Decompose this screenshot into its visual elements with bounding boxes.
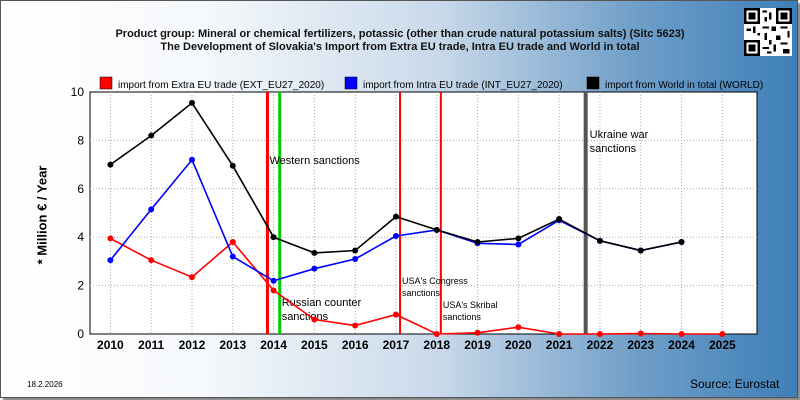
series-intra-eu-point	[352, 255, 359, 262]
series-world-point	[352, 247, 359, 254]
series-world-point	[392, 213, 399, 220]
series-extra-eu-point	[188, 274, 195, 281]
y-tick-label: 2	[77, 279, 84, 293]
legend-label: import from Extra EU trade (EXT_EU27_202…	[118, 80, 324, 91]
annotation-label: Western sanctions	[269, 155, 360, 167]
series-extra-eu-point	[433, 331, 440, 337]
chart-title-line1: Product group: Mineral or chemical ferti…	[115, 28, 685, 40]
x-tick-label: 2013	[219, 338, 246, 352]
x-tick-label: 2025	[709, 338, 736, 352]
legend-swatch	[99, 76, 113, 90]
series-extra-eu-line	[110, 237, 723, 335]
series-intra-eu-point	[311, 265, 318, 272]
series-world-point	[433, 226, 440, 233]
series-world-point	[148, 132, 155, 139]
y-tick-label: 0	[77, 327, 84, 341]
series-intra-eu-point	[107, 257, 114, 264]
y-tick-label: 4	[77, 230, 84, 244]
date-stamp: 18.2.2026	[27, 380, 63, 389]
x-tick-label: 2024	[668, 338, 695, 352]
y-tick-label: 8	[77, 133, 84, 147]
series-extra-eu-point	[637, 330, 644, 337]
series-extra-eu-point	[392, 311, 399, 318]
series-extra-eu-point	[148, 257, 155, 264]
annotation-label: USA's Skribal sanctions	[443, 300, 498, 322]
series-extra-eu-point	[270, 287, 277, 294]
series-intra-eu-point	[392, 232, 399, 239]
x-tick-label: 2016	[342, 338, 369, 352]
x-tick-label: 2017	[383, 338, 410, 352]
x-tick-label: 2019	[464, 338, 491, 352]
series-world-point	[270, 234, 277, 241]
series-world-point	[596, 237, 603, 244]
series-extra-eu-point	[229, 239, 236, 246]
series-world-point	[188, 99, 195, 106]
annotation-label: Ukraine war sanctions	[590, 129, 649, 155]
x-tick-label: 2023	[627, 338, 654, 352]
y-tick-label: 6	[77, 182, 84, 196]
series-intra-eu-point	[515, 241, 522, 248]
series-extra-eu-point	[311, 316, 318, 323]
x-tick-label: 2012	[179, 338, 206, 352]
source-label: Source: Eurostat	[690, 377, 780, 391]
series-intra-eu-point	[188, 156, 195, 163]
x-tick-label: 2014	[260, 338, 287, 352]
series-extra-eu-point	[352, 322, 359, 329]
series-world-point	[229, 162, 236, 169]
series-world-point	[311, 249, 318, 256]
legend-label: import from Intra EU trade (INT_EU27_202…	[363, 80, 563, 91]
x-tick-label: 2022	[587, 338, 614, 352]
legend-swatch	[344, 76, 358, 90]
series-intra-eu-point	[229, 253, 236, 260]
annotation-label: USA's Congress sanctions	[402, 276, 468, 298]
series-intra-eu-point	[270, 277, 277, 284]
series-intra-eu-point	[148, 206, 155, 213]
series-extra-eu-point	[474, 329, 481, 336]
series-extra-eu-point	[107, 235, 114, 242]
series-world-point	[107, 161, 114, 168]
legend-swatch	[586, 76, 600, 90]
series-extra-eu-point	[719, 331, 726, 337]
x-tick-label: 2018	[423, 338, 450, 352]
series-world-point	[515, 235, 522, 242]
series-extra-eu-point	[596, 331, 603, 337]
qr-code-icon	[744, 8, 792, 56]
series-world-point	[474, 239, 481, 246]
x-tick-label: 2020	[505, 338, 532, 352]
series-extra-eu-point	[556, 331, 563, 337]
y-tick-label: 10	[71, 85, 85, 99]
series-world-point	[556, 216, 563, 223]
series-extra-eu-point	[678, 331, 685, 337]
series-world-point	[678, 239, 685, 246]
x-tick-label: 2011	[138, 338, 164, 352]
series-extra-eu-point	[515, 324, 522, 331]
chart-title-line2: The Development of Slovakia's Import fro…	[160, 41, 640, 53]
x-tick-label: 2021	[546, 338, 573, 352]
legend-label: import from World in total (WORLD)	[605, 80, 763, 91]
plot-area	[89, 91, 758, 335]
x-tick-label: 2010	[97, 338, 124, 352]
series-world-point	[637, 247, 644, 254]
x-tick-label: 2015	[301, 338, 328, 352]
